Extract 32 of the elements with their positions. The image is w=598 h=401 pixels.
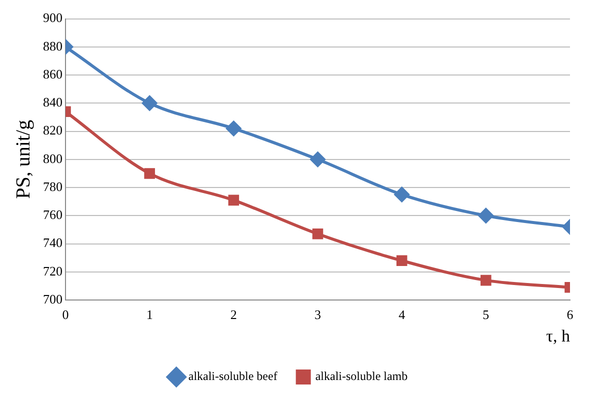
- point: [396, 255, 408, 266]
- legend-label: alkali-soluble beef: [188, 369, 278, 384]
- y-tick-label: 840: [43, 94, 62, 110]
- point: [394, 187, 410, 202]
- y-tick-label: 880: [43, 38, 62, 54]
- y-axis-title: PS, unit/g: [12, 120, 34, 199]
- y-tick-label: 740: [43, 235, 62, 250]
- point: [228, 194, 240, 206]
- point: [310, 152, 326, 167]
- x-axis-title: τ, h: [546, 326, 570, 346]
- point: [478, 208, 494, 224]
- x-tick-label: 5: [482, 307, 490, 322]
- x-tick-label: 3: [314, 307, 321, 322]
- point: [480, 274, 492, 286]
- legend-label: alkali-soluble lamb: [315, 369, 408, 384]
- y-tick-label: 780: [43, 178, 62, 194]
- x-tick-label: 4: [398, 307, 406, 322]
- point: [142, 96, 158, 111]
- y-tick-label: 700: [43, 291, 62, 306]
- point: [144, 168, 155, 179]
- y-tick-label: 720: [43, 263, 62, 278]
- x-tick-label: 2: [230, 307, 237, 322]
- y-tick-label: 800: [43, 150, 62, 166]
- y-tick-label: 860: [43, 66, 62, 82]
- x-tick-label: 0: [62, 307, 69, 322]
- y-tick-label: 760: [43, 207, 62, 222]
- y-tick-label: 820: [43, 122, 62, 138]
- point: [226, 120, 242, 136]
- y-tick-label: 900: [43, 10, 62, 26]
- x-tick-label: 1: [146, 307, 153, 322]
- x-tick-label: 6: [566, 307, 574, 322]
- point: [312, 228, 324, 240]
